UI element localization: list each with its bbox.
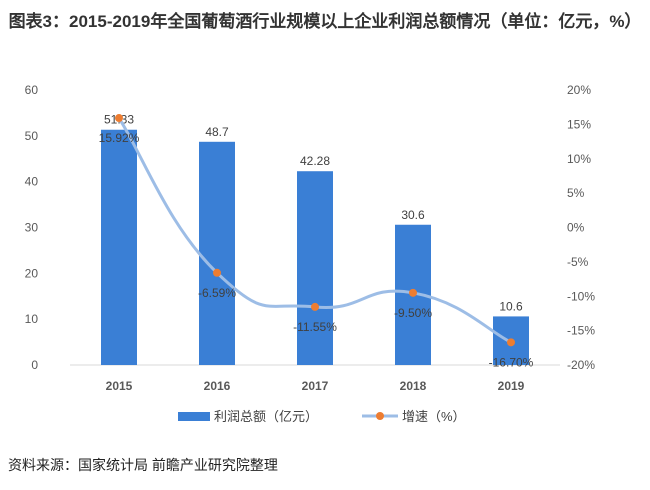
y-right-tick: -10% bbox=[567, 289, 595, 303]
y-right-tick: 10% bbox=[567, 152, 591, 166]
bar-label: 42.28 bbox=[300, 154, 330, 168]
chart: 0 10 20 30 40 50 60 -20% -15% -10% -5% 0% 5% 10% 15% 20… bbox=[25, 83, 596, 424]
growth-label: 15.92% bbox=[99, 131, 140, 145]
growth-label: -6.59% bbox=[198, 286, 236, 300]
y-right-tick: -20% bbox=[567, 358, 595, 372]
growth-point bbox=[409, 288, 417, 297]
y-left-tick: 50 bbox=[25, 129, 39, 143]
growth-point bbox=[115, 114, 123, 123]
growth-point bbox=[311, 302, 319, 311]
bar-label: 30.6 bbox=[401, 208, 425, 222]
x-tick: 2015 bbox=[106, 379, 133, 393]
x-tick: 2018 bbox=[400, 379, 427, 393]
legend-line-marker bbox=[376, 412, 384, 420]
y-right-tick: 20% bbox=[567, 83, 591, 97]
x-tick: 2019 bbox=[498, 379, 525, 393]
growth-label: -11.55% bbox=[293, 320, 337, 334]
legend-bar-swatch bbox=[178, 412, 210, 421]
y-right-tick: -15% bbox=[567, 324, 595, 338]
bar bbox=[101, 129, 137, 365]
y-right-tick: -5% bbox=[567, 255, 589, 269]
bar bbox=[297, 171, 333, 365]
y-left-tick: 60 bbox=[25, 83, 39, 97]
bar-label: 10.6 bbox=[499, 299, 523, 313]
source-note: 资料来源：国家统计局 前瞻产业研究院整理 bbox=[8, 457, 278, 473]
growth-point bbox=[507, 338, 515, 347]
x-tick: 2017 bbox=[302, 379, 329, 393]
legend-line-label: 增速（%） bbox=[402, 409, 466, 424]
y-right-tick: 0% bbox=[567, 221, 585, 235]
y-left-tick: 10 bbox=[25, 312, 39, 326]
growth-line bbox=[117, 117, 512, 344]
y-left-tick: 0 bbox=[31, 358, 38, 372]
y-left-tick: 40 bbox=[25, 175, 39, 189]
chart-title: 图表3：2015-2019年全国葡萄酒行业规模以上企业利润总额情况（单位：亿元，… bbox=[8, 12, 642, 31]
bar-label: 48.7 bbox=[205, 125, 229, 139]
y-left-tick: 30 bbox=[25, 221, 39, 235]
legend-bar-label: 利润总额（亿元） bbox=[214, 409, 318, 424]
growth-point bbox=[213, 268, 221, 277]
y-left-tick: 20 bbox=[25, 266, 39, 280]
y-right-tick: 5% bbox=[567, 186, 585, 200]
bar bbox=[199, 141, 235, 365]
growth-label: -16.70% bbox=[489, 355, 534, 369]
y-right-tick: 15% bbox=[567, 117, 591, 131]
growth-label: -9.50% bbox=[394, 306, 432, 320]
x-tick: 2016 bbox=[204, 379, 231, 393]
